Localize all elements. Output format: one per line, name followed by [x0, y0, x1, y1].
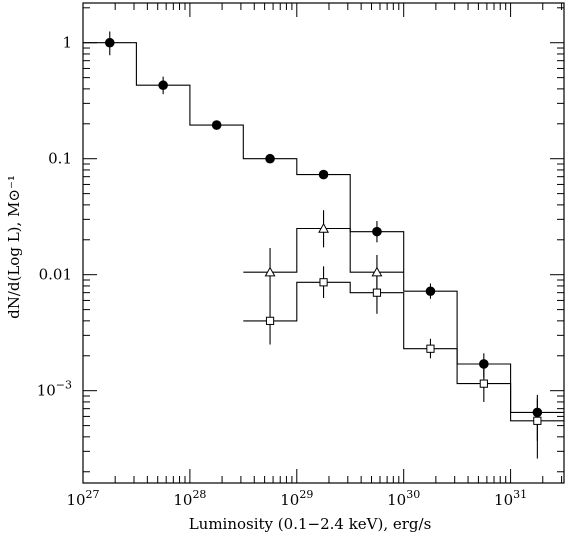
y-tick-label: 0.1	[48, 150, 72, 168]
x-tick-label: 1030	[387, 488, 420, 509]
x-tick-labels: 1027 1028 1029 1030 1031	[66, 488, 527, 509]
y-tick-label: 10−3	[37, 379, 72, 400]
open-square-marker	[372, 288, 382, 297]
y-tick-label: 0.01	[39, 266, 72, 284]
data-markers	[104, 37, 543, 425]
open-square-marker	[479, 379, 488, 388]
filled-circle-marker	[265, 153, 275, 164]
open-triangle-marker	[318, 222, 330, 233]
filled-circle-marker	[104, 37, 115, 48]
filled-circle-marker	[211, 120, 222, 130]
filled-circle-marker	[318, 169, 329, 180]
open-square-marker	[533, 416, 542, 425]
step-line-open-square	[243, 281, 564, 422]
x-tick-label: 1028	[173, 488, 206, 509]
open-square-marker	[426, 344, 435, 353]
error-bars	[109, 31, 538, 459]
plot-border	[82, 2, 565, 484]
filled-circle-marker	[532, 407, 543, 418]
y-axis-title: dN/d(Log L), M⊙⁻¹	[5, 175, 23, 319]
open-triangle-marker	[371, 266, 383, 277]
y-tick-label: 1	[62, 34, 72, 52]
open-square-marker	[265, 316, 275, 325]
x-axis-title: Luminosity (0.1−2.4 keV), erg/s	[189, 515, 432, 533]
open-square-marker	[319, 278, 328, 287]
filled-circle-marker	[372, 226, 382, 237]
axis-ticks	[82, 3, 564, 483]
x-tick-label: 1031	[494, 488, 527, 509]
y-tick-labels: 1 0.1 0.01 10−3	[37, 34, 72, 400]
plot-frame	[82, 2, 565, 484]
filled-circle-marker	[425, 286, 436, 297]
filled-circle-marker	[158, 80, 168, 91]
x-tick-label: 1029	[280, 488, 313, 509]
open-triangle-marker	[264, 266, 276, 277]
filled-circle-marker	[479, 359, 489, 369]
x-tick-label: 1027	[66, 488, 99, 509]
